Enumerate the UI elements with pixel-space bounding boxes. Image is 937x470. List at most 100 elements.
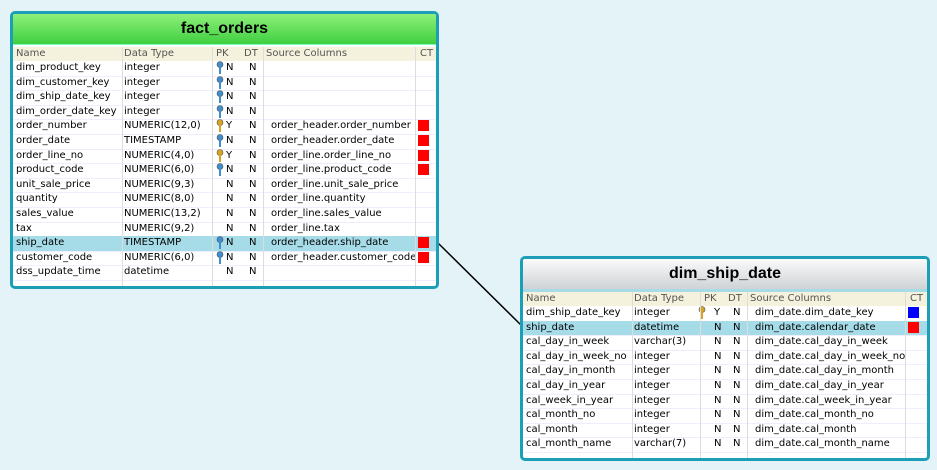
cell-pk: N (714, 438, 722, 450)
cell-name: cal_day_in_year (526, 380, 606, 391)
cell-name: sales_value (16, 208, 74, 219)
cell-type: datetime (124, 266, 170, 278)
cell-pk: N (226, 76, 234, 88)
key-icon (216, 119, 224, 133)
cell-name: order_date (16, 135, 71, 146)
cell-dt: N (733, 438, 741, 450)
table-row[interactable]: dim_order_date_key integer N N (13, 104, 436, 121)
column-header-row: Name Data Type PK DT Source Columns CT (523, 292, 927, 306)
ct-marker (418, 135, 429, 146)
cell-pk: N (226, 164, 234, 176)
cell-pk: N (714, 409, 722, 421)
column-divider (700, 292, 701, 458)
cell-source: dim_date.cal_month_name (755, 438, 890, 450)
column-header: DT (244, 48, 258, 59)
cell-type: NUMERIC(13,2) (124, 208, 201, 219)
column-header: Data Type (124, 48, 175, 59)
table-card[interactable]: dim_ship_date Name Data Type PK DT Source Col… (520, 256, 930, 461)
cell-name: ship_date (16, 237, 65, 249)
table-row[interactable]: dim_customer_key integer N N (13, 75, 436, 92)
cell-type: NUMERIC(6,0) (124, 251, 195, 263)
cell-source: order_header.ship_date (271, 237, 389, 249)
cell-pk: N (714, 350, 722, 362)
cell-source: order_header.order_number (271, 120, 411, 132)
cell-pk: N (226, 62, 234, 73)
cell-type: integer (634, 409, 670, 421)
column-divider (905, 292, 906, 458)
table-row[interactable]: dss_update_time datetime N N (13, 265, 436, 281)
cell-pk: Y (714, 307, 721, 318)
ct-marker (418, 120, 429, 132)
cell-type: integer (634, 380, 670, 391)
cell-pk: N (714, 380, 722, 391)
cell-pk: N (226, 208, 234, 219)
cell-dt: N (249, 251, 257, 263)
cell-pk: N (226, 251, 234, 263)
cell-name: unit_sale_price (16, 178, 91, 190)
cell-name: ship_date (526, 321, 575, 333)
cell-type: NUMERIC(12,0) (124, 120, 201, 132)
table-row[interactable]: dim_product_key integer N N (13, 61, 436, 77)
cell-name: product_code (16, 164, 84, 176)
cell-dt: N (733, 394, 741, 406)
cell-type: NUMERIC(9,2) (124, 222, 195, 234)
key-icon (216, 163, 224, 177)
cell-dt: N (733, 380, 741, 391)
ct-marker (418, 164, 429, 176)
cell-pk: Y (226, 149, 233, 161)
table-card[interactable]: fact_orders Name Data Type PK DT Source Colum… (10, 11, 439, 289)
table-title: fact_orders (13, 14, 436, 45)
cell-dt: N (249, 105, 257, 117)
cell-name: customer_code (16, 251, 93, 263)
cell-dt: N (249, 62, 257, 73)
cell-pk: N (226, 193, 234, 205)
ct-marker (908, 321, 919, 333)
key-icon (216, 148, 224, 162)
cell-name: cal_day_in_week_no (526, 350, 627, 362)
cell-name: tax (16, 222, 32, 234)
table-row[interactable]: dim_ship_date_key integer N N (13, 90, 436, 106)
cell-source: order_line.unit_sale_price (271, 178, 399, 190)
column-divider (263, 47, 264, 286)
cell-type: TIMESTAMP (124, 135, 182, 146)
column-divider (747, 292, 748, 458)
key-icon (216, 250, 224, 264)
ct-marker (418, 149, 429, 161)
cell-source: order_header.customer_code (271, 251, 417, 263)
column-divider (122, 47, 123, 286)
cell-type: integer (634, 423, 670, 435)
cell-pk: N (714, 321, 722, 333)
column-header: CT (420, 48, 434, 59)
cell-pk: N (226, 266, 234, 278)
key-icon (216, 134, 224, 147)
cell-pk: N (714, 365, 722, 377)
column-divider (212, 47, 213, 286)
cell-source: order_header.order_date (271, 135, 395, 146)
cell-source: dim_date.cal_day_in_month (755, 365, 894, 377)
ct-marker (908, 307, 919, 318)
cell-type: datetime (634, 321, 680, 333)
cell-source: dim_date.cal_month (755, 423, 857, 435)
cell-type: integer (124, 76, 160, 88)
